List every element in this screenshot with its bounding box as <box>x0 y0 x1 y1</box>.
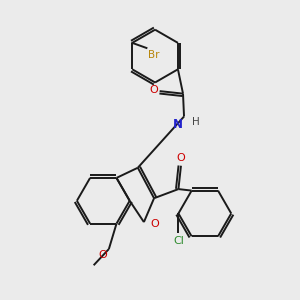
Text: H: H <box>192 117 200 127</box>
Text: O: O <box>151 219 159 229</box>
Text: Br: Br <box>148 50 160 60</box>
Text: O: O <box>98 250 107 260</box>
Text: O: O <box>149 85 158 95</box>
Text: Cl: Cl <box>173 236 184 246</box>
Text: N: N <box>173 118 183 130</box>
Text: O: O <box>177 153 185 163</box>
